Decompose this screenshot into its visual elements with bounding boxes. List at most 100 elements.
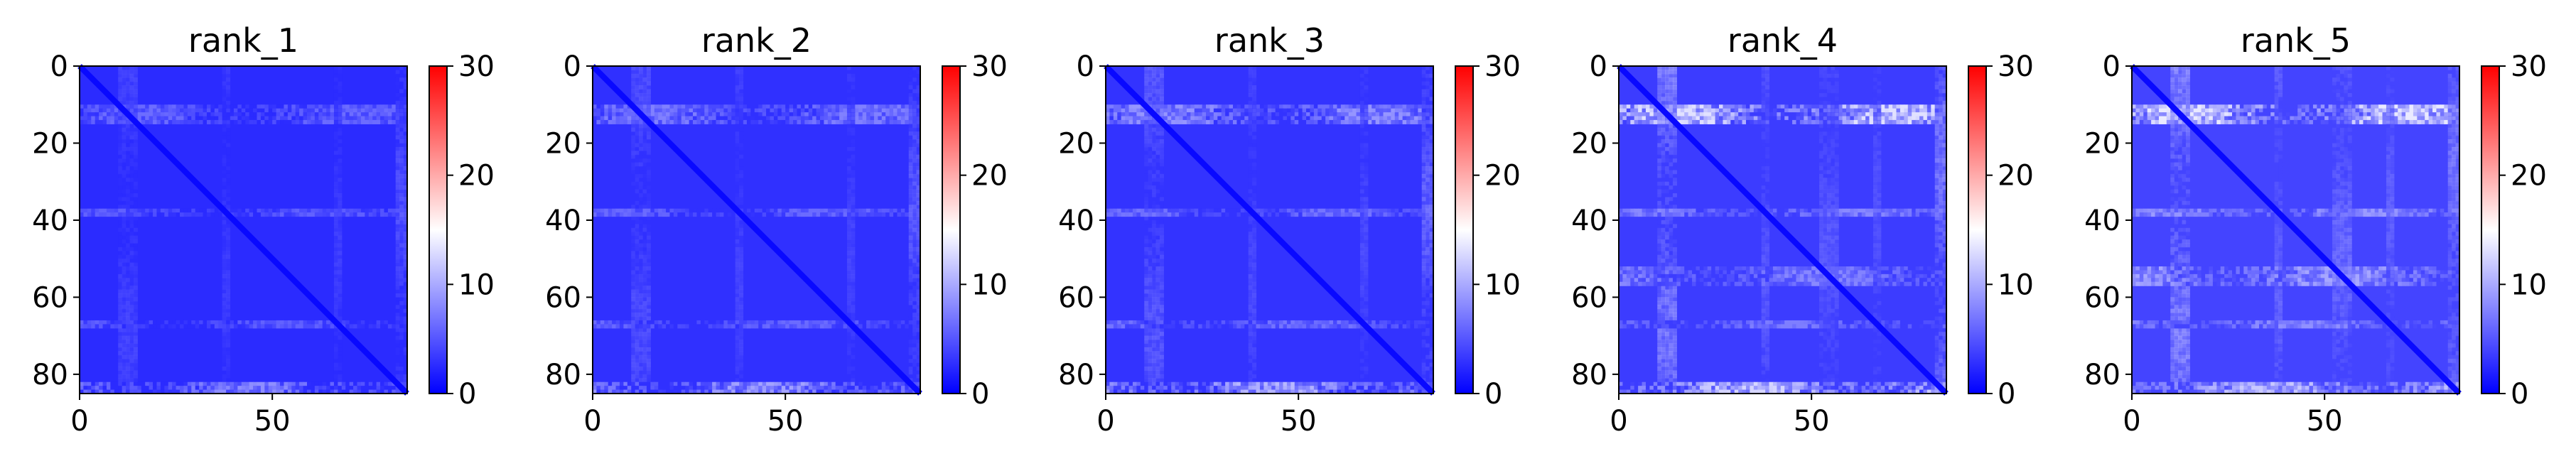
heatmap-cell bbox=[846, 154, 851, 159]
heatmap-cell bbox=[735, 66, 740, 71]
heatmap-cell bbox=[357, 320, 362, 325]
heatmap-cell bbox=[1275, 104, 1280, 109]
heatmap-cell bbox=[635, 340, 640, 345]
heatmap-cell bbox=[1144, 332, 1149, 337]
heatmap-cell bbox=[264, 112, 269, 117]
heatmap-cell bbox=[183, 208, 188, 213]
heatmap-cell bbox=[912, 127, 917, 132]
heatmap-cell bbox=[226, 232, 231, 237]
heatmap-cell bbox=[739, 332, 744, 337]
heatmap-cell bbox=[631, 343, 636, 348]
heatmap-cell bbox=[862, 386, 867, 391]
heatmap-cell bbox=[133, 300, 138, 305]
heatmap-cell bbox=[912, 270, 917, 275]
heatmap-cell bbox=[631, 173, 636, 178]
heatmap-cell bbox=[133, 173, 138, 178]
heatmap-cell bbox=[851, 289, 856, 294]
heatmap-cell bbox=[1298, 108, 1303, 113]
heatmap-cell bbox=[118, 289, 123, 294]
heatmap-cell bbox=[908, 173, 913, 178]
heatmap-cell bbox=[604, 119, 609, 124]
heatmap-cell bbox=[1159, 70, 1164, 75]
heatmap-cell bbox=[681, 116, 686, 121]
heatmap-cell bbox=[870, 116, 875, 121]
heatmap-cell bbox=[908, 127, 913, 132]
heatmap-cell bbox=[816, 212, 821, 217]
heatmap-cell bbox=[600, 108, 605, 113]
heatmap-cell bbox=[789, 389, 794, 394]
heatmap-cell bbox=[338, 220, 343, 224]
heatmap-cell bbox=[133, 193, 138, 197]
heatmap-cell bbox=[777, 389, 782, 394]
heatmap-cell bbox=[1144, 124, 1149, 129]
heatmap-cell bbox=[1148, 351, 1153, 356]
heatmap-cell bbox=[1144, 127, 1149, 132]
heatmap-cell bbox=[1213, 119, 1218, 124]
heatmap-cell bbox=[735, 254, 740, 259]
heatmap-cell bbox=[122, 305, 126, 310]
heatmap-cell bbox=[908, 112, 913, 117]
heatmap-cell bbox=[846, 104, 851, 109]
heatmap-cell bbox=[1155, 293, 1160, 298]
heatmap-cell bbox=[249, 324, 254, 329]
heatmap-cell bbox=[295, 119, 300, 124]
heatmap-cell bbox=[403, 278, 408, 283]
heatmap-cell bbox=[230, 389, 235, 394]
heatmap-cell bbox=[1202, 116, 1207, 121]
heatmap-cell bbox=[739, 85, 744, 90]
heatmap-cell bbox=[126, 224, 131, 229]
heatmap-cell bbox=[878, 116, 883, 121]
heatmap-cell bbox=[129, 108, 134, 113]
heatmap-cell bbox=[403, 335, 408, 340]
heatmap-cell bbox=[750, 208, 755, 213]
heatmap-cell bbox=[122, 347, 126, 352]
heatmap-cell bbox=[1221, 108, 1226, 113]
heatmap-cell bbox=[854, 320, 859, 325]
heatmap-cell bbox=[122, 119, 126, 124]
heatmap-cell bbox=[905, 324, 910, 329]
heatmap-cell bbox=[912, 173, 917, 178]
heatmap-cell bbox=[696, 320, 701, 325]
heatmap-cell bbox=[642, 146, 647, 151]
heatmap-cell bbox=[1159, 289, 1164, 294]
heatmap-cell bbox=[291, 324, 296, 329]
heatmap-cell bbox=[735, 151, 740, 156]
heatmap-cell bbox=[642, 124, 647, 129]
heatmap-cell bbox=[908, 351, 913, 356]
heatmap-cell bbox=[1148, 335, 1153, 340]
heatmap-cell bbox=[126, 289, 131, 294]
heatmap-cell bbox=[1148, 374, 1153, 379]
heatmap-cell bbox=[133, 386, 138, 391]
heatmap-cell bbox=[264, 116, 269, 121]
heatmap-cell bbox=[789, 119, 794, 124]
heatmap-cell bbox=[858, 212, 863, 217]
heatmap-cell bbox=[912, 297, 917, 302]
heatmap-cell bbox=[642, 316, 647, 321]
heatmap-cell bbox=[846, 343, 851, 348]
heatmap-cell bbox=[145, 119, 150, 124]
heatmap-cell bbox=[122, 81, 126, 86]
heatmap-cell bbox=[762, 320, 767, 325]
heatmap-cell bbox=[122, 216, 126, 221]
heatmap-cell bbox=[338, 389, 343, 394]
heatmap-cell bbox=[353, 116, 358, 121]
heatmap-cell bbox=[122, 335, 126, 340]
heatmap-cell bbox=[338, 112, 343, 117]
heatmap-cell bbox=[1399, 108, 1403, 113]
heatmap-cell bbox=[654, 381, 659, 386]
heatmap-cell bbox=[851, 200, 856, 205]
heatmap-cell bbox=[619, 108, 624, 113]
heatmap-cell bbox=[739, 254, 744, 259]
heatmap-cell bbox=[746, 324, 751, 329]
heatmap-cell bbox=[399, 289, 404, 294]
heatmap-cell bbox=[1155, 100, 1160, 105]
heatmap-cell bbox=[122, 243, 126, 248]
heatmap-cell bbox=[908, 143, 913, 148]
heatmap-cell bbox=[1352, 108, 1357, 113]
heatmap-cell bbox=[1148, 124, 1153, 129]
heatmap-cell bbox=[214, 108, 219, 113]
heatmap-cell bbox=[1321, 104, 1326, 109]
heatmap-cell bbox=[916, 146, 921, 151]
heatmap-cell bbox=[395, 243, 400, 248]
heatmap-cell bbox=[1171, 104, 1176, 109]
